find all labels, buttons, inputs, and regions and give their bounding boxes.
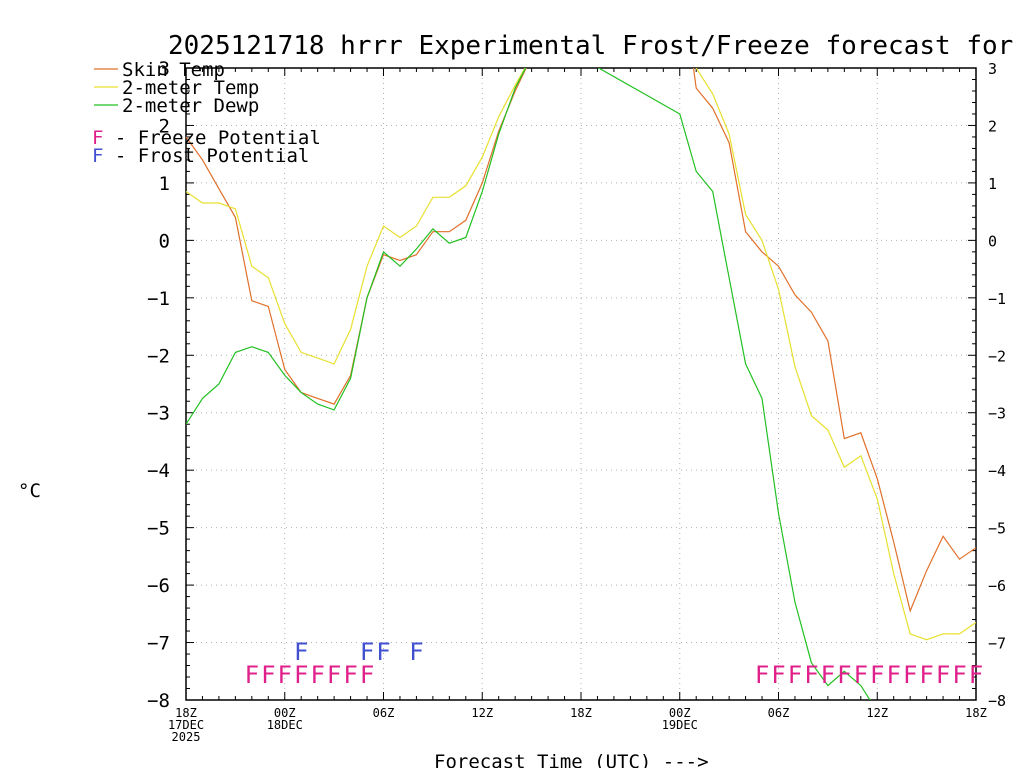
x-tick-label: 18DEC: [267, 718, 303, 732]
legend-freeze: F - Freeze Potential: [92, 127, 321, 149]
y-tick-label-left: 2: [159, 115, 170, 137]
freeze-flag: F: [245, 661, 259, 689]
legend-label: 2-meter Dewp: [122, 95, 259, 117]
y-tick-label-left: −5: [147, 518, 170, 540]
y-tick-label-right: −7: [988, 635, 1006, 653]
y-tick-label-right: −4: [988, 462, 1006, 480]
freeze-flag: F: [870, 661, 884, 689]
frost-freeze-flags: F F F F F F F F F F F F F F F F F F F F F FF F F F: [245, 638, 984, 689]
freeze-flag: F: [936, 661, 950, 689]
y-tick-label-right: −6: [988, 577, 1006, 595]
y-tick-label-left: −2: [147, 345, 170, 367]
x-tick-label: 18Z: [965, 706, 987, 720]
y-tick-label-right: −2: [988, 347, 1006, 365]
x-tick-label: 12Z: [471, 706, 493, 720]
series-line-skin-temp: [186, 68, 976, 613]
axes-frame: [185, 67, 977, 701]
frost-flag: F: [409, 638, 423, 666]
y-tick-label-right: −3: [988, 405, 1006, 423]
y-tick-label-left: 1: [159, 173, 170, 195]
y-tick-label-left: −1: [147, 288, 170, 310]
x-tick-label: 19DEC: [662, 718, 698, 732]
y-tick-label-right: 1: [988, 175, 997, 193]
freeze-flag: F: [360, 661, 374, 689]
y-tick-label-left: 3: [159, 58, 170, 80]
y-tick-label-left: −6: [147, 575, 170, 597]
y-tick-label-right: −8: [988, 692, 1006, 710]
freeze-flag: F: [771, 661, 785, 689]
y-tick-label-left: 0: [159, 230, 170, 252]
y-tick-label-left: −8: [147, 690, 170, 712]
legend-label: 2-meter Temp: [122, 77, 259, 99]
frost-flag: F: [294, 638, 308, 666]
x-tick-label: 17DEC: [168, 718, 204, 732]
x-tick-label: 00Z: [274, 706, 296, 720]
freeze-flag: F: [903, 661, 917, 689]
freeze-flag: F: [854, 661, 868, 689]
y-tick-label-right: 3: [988, 60, 997, 78]
x-tick-label: 06Z: [768, 706, 790, 720]
x-tick-label: 00Z: [669, 706, 691, 720]
x-axis-label: Forecast Time (UTC) --->: [434, 751, 709, 768]
freeze-flag: F: [919, 661, 933, 689]
y-tick-label-right: −1: [988, 290, 1006, 308]
series-lines: [186, 68, 976, 700]
freeze-flag: F: [804, 661, 818, 689]
x-tick-label: 06Z: [373, 706, 395, 720]
series-line-2-meter-temp: [186, 68, 976, 641]
freeze-flag: F: [755, 661, 769, 689]
freeze-flag: F: [886, 661, 900, 689]
freeze-flag: F: [310, 661, 324, 689]
freeze-flag: F: [343, 661, 357, 689]
freeze-flag: F: [261, 661, 275, 689]
y-axis-right: −8 −7 −6 −5 −4 −3 −2 −1 0 1 2 3: [988, 60, 1006, 710]
frost-flag: F: [360, 638, 374, 666]
y-axis-label: °C: [18, 480, 41, 502]
y-tick-label-left: −3: [147, 403, 170, 425]
y-tick-label-right: −5: [988, 520, 1006, 538]
freeze-flag: F: [837, 661, 851, 689]
x-tick-label: 2025: [172, 730, 201, 744]
legend-label: Skin Temp: [122, 59, 225, 81]
freeze-flag: F: [788, 661, 802, 689]
freeze-flag: F: [278, 661, 292, 689]
freeze-flag: F: [821, 661, 835, 689]
freeze-flag: F: [969, 661, 983, 689]
chart-title: 2025121718 hrrr Experimental Frost/Freez…: [168, 31, 1024, 61]
frost-flag: F: [376, 638, 390, 666]
y-tick-label-right: 2: [988, 117, 997, 135]
x-tick-label: 18Z: [570, 706, 592, 720]
series-line-2-meter-dewp: [186, 68, 871, 700]
y-tick-label-left: −4: [147, 460, 170, 482]
y-tick-label-left: −7: [147, 633, 170, 655]
grid-lines: [186, 68, 976, 700]
freeze-flag: F: [294, 661, 308, 689]
freeze-flag: F: [327, 661, 341, 689]
y-axis-left: −8 −7 −6 −5 −4 −3 −2 −1 0 1 2 3: [147, 58, 170, 712]
x-tick-label: 12Z: [866, 706, 888, 720]
x-tick-label: 18Z: [175, 706, 197, 720]
freeze-flag: F: [952, 661, 966, 689]
legend-frost: F - Frost Potential: [92, 145, 309, 167]
y-tick-label-right: 0: [988, 232, 997, 250]
